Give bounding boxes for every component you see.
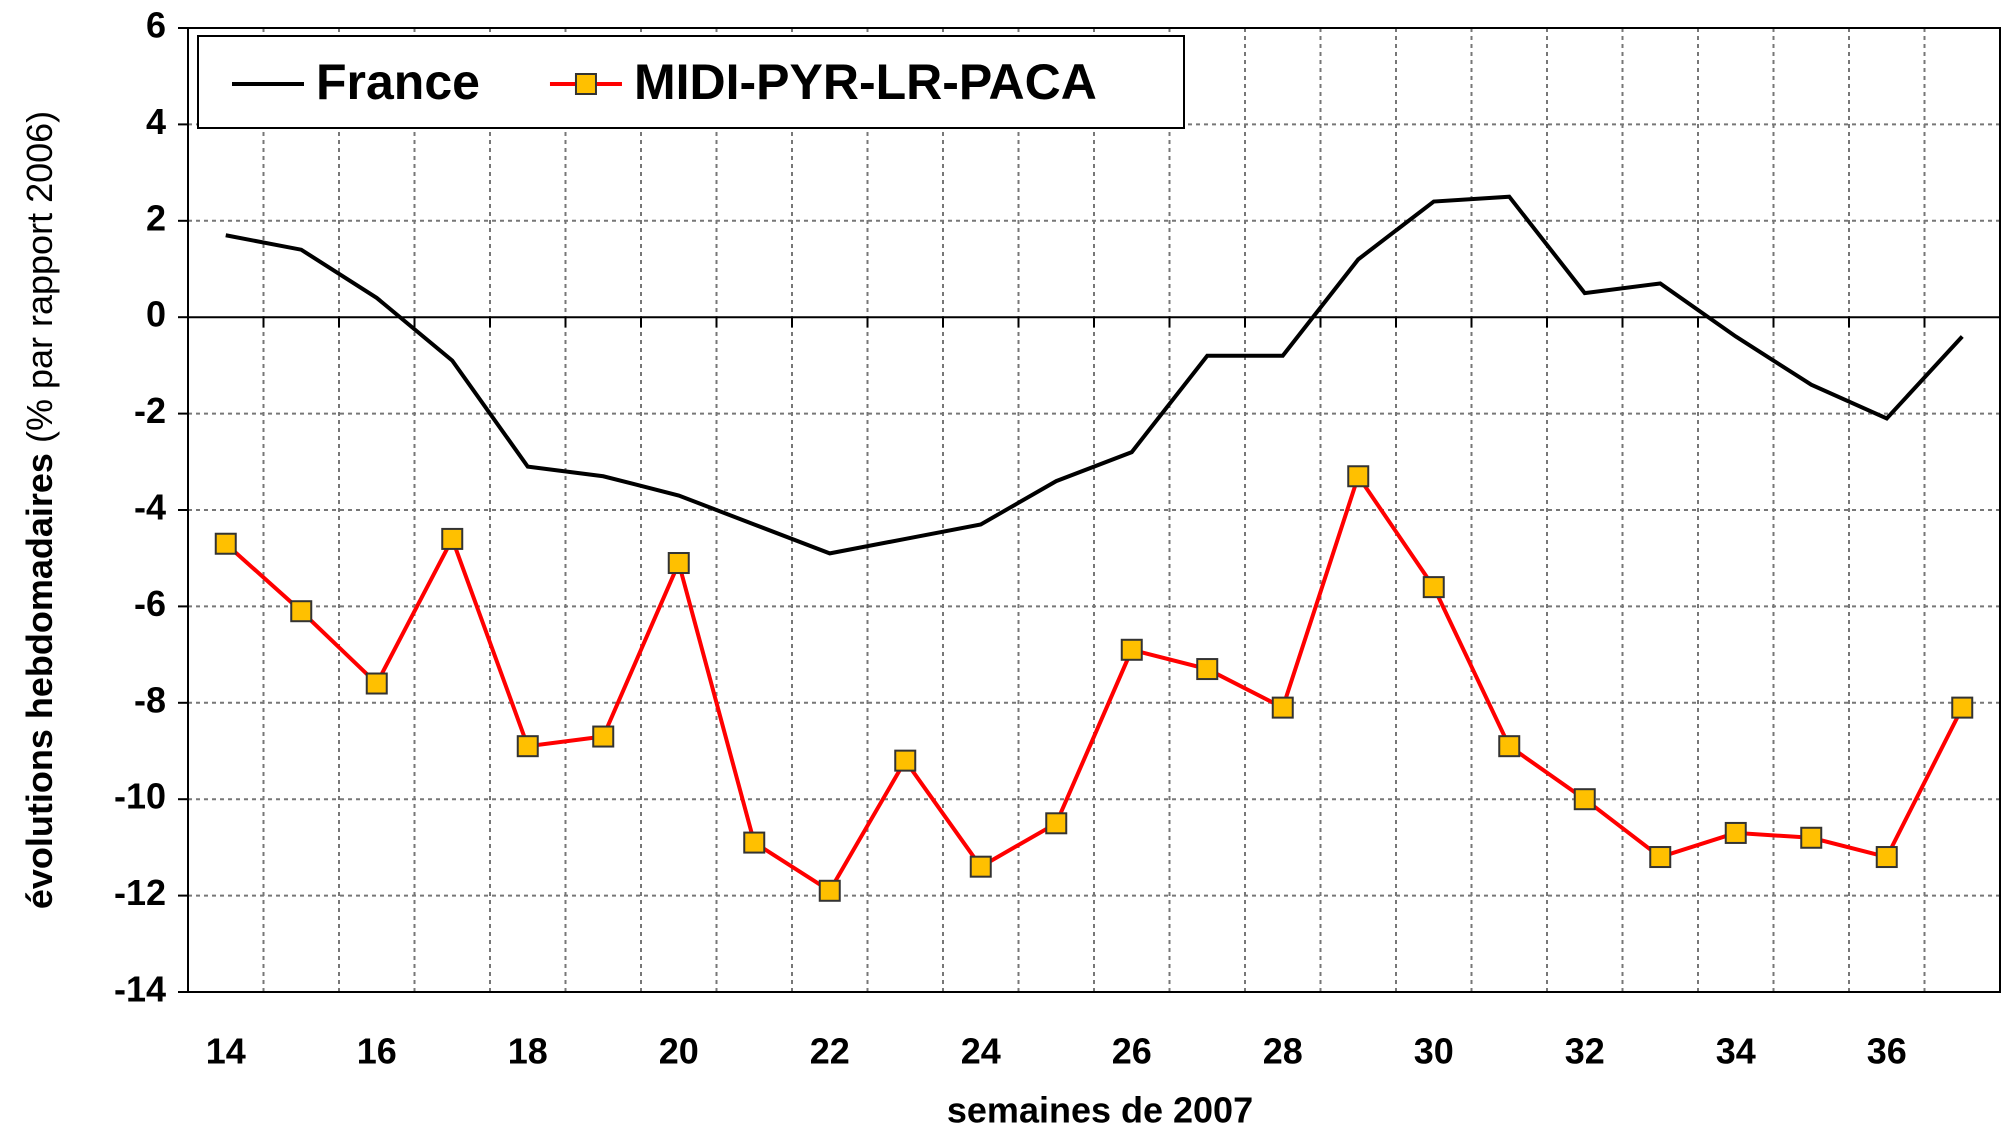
point-marker xyxy=(1271,696,1294,719)
legend-marker xyxy=(574,73,597,95)
x-tick-label: 28 xyxy=(1263,1031,1303,1072)
point-marker xyxy=(1875,846,1898,869)
point-marker xyxy=(1422,576,1445,599)
point-marker xyxy=(743,831,766,854)
legend-box xyxy=(197,35,1185,129)
x-tick-label: 24 xyxy=(961,1031,1001,1072)
point-marker xyxy=(1951,696,1974,719)
x-tick-label: 32 xyxy=(1565,1031,1605,1072)
point-marker xyxy=(1045,812,1068,835)
point-marker xyxy=(969,855,992,878)
y-tick-label: -2 xyxy=(134,390,166,431)
y-tick-label: -10 xyxy=(114,776,166,817)
x-tick-label: 20 xyxy=(659,1031,699,1072)
y-tick-label: 4 xyxy=(146,101,166,142)
legend: France MIDI-PYR-LR-PACA xyxy=(197,35,1185,129)
y-tick-label: 0 xyxy=(146,294,166,335)
point-marker xyxy=(592,725,615,748)
legend-label: MIDI-PYR-LR-PACA xyxy=(634,54,1097,110)
point-marker xyxy=(818,879,841,902)
point-marker xyxy=(365,672,388,695)
x-tick-label: 16 xyxy=(357,1031,397,1072)
x-tick-label: 30 xyxy=(1414,1031,1454,1072)
point-marker xyxy=(1724,821,1747,844)
point-marker xyxy=(1120,638,1143,661)
point-marker xyxy=(1800,826,1823,849)
y-tick-label: -14 xyxy=(114,969,166,1010)
y-axis-title-main: évolutions hebdomadaires xyxy=(19,453,60,909)
plot-frame xyxy=(187,27,2001,993)
point-marker xyxy=(516,735,539,758)
point-marker xyxy=(214,532,237,555)
point-marker xyxy=(1649,846,1672,869)
y-axis-title-note: (% par rapport 2006) xyxy=(19,111,60,443)
legend-label: France xyxy=(316,54,480,110)
x-tick-label: 14 xyxy=(206,1031,246,1072)
y-tick-label: -6 xyxy=(134,583,166,624)
point-marker xyxy=(1347,465,1370,488)
point-marker xyxy=(441,527,464,550)
series-line xyxy=(224,471,1965,894)
point-marker xyxy=(894,749,917,772)
point-marker xyxy=(667,552,690,575)
point-marker xyxy=(1196,658,1219,681)
y-axis-title: évolutions hebdomadaires (% par rapport … xyxy=(19,111,60,909)
point-marker xyxy=(290,600,313,623)
x-tick-label: 18 xyxy=(508,1031,548,1072)
y-tick-label: 6 xyxy=(146,5,166,46)
x-tick-label: 22 xyxy=(810,1031,850,1072)
x-tick-label: 26 xyxy=(1112,1031,1152,1072)
series-line xyxy=(225,194,1964,556)
x-axis-title: semaines de 2007 xyxy=(947,1090,1253,1131)
point-marker xyxy=(1573,788,1596,811)
y-tick-label: -12 xyxy=(114,872,166,913)
point-marker xyxy=(1498,735,1521,758)
y-tick-label: -8 xyxy=(134,679,166,720)
x-tick-label: 36 xyxy=(1867,1031,1907,1072)
x-tick-label: 34 xyxy=(1716,1031,1756,1072)
y-tick-label: -4 xyxy=(134,487,166,528)
y-tick-label: 2 xyxy=(146,197,166,238)
